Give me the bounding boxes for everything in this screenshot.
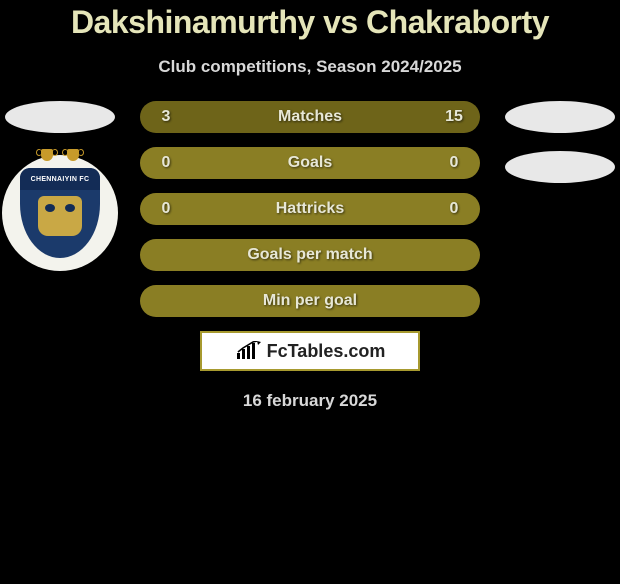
stat-label: Hattricks	[276, 200, 344, 218]
stat-row: .Min per goal.	[140, 285, 480, 317]
left-player-column: CHENNAIYIN FC	[0, 101, 120, 271]
stat-label: Matches	[278, 108, 342, 126]
stat-row: 0 Goals 0	[140, 147, 480, 179]
stats-area: CHENNAIYIN FC 3 Matches 15 0 Goals 0 0 Hattrick…	[0, 101, 620, 317]
stats-center-column: 3 Matches 15 0 Goals 0 0 Hattricks 0 .Goals per m…	[140, 101, 480, 317]
trophy-icon	[41, 149, 53, 161]
stat-label: Min per goal	[263, 292, 357, 310]
club-badge-chennaiyin: CHENNAIYIN FC	[2, 155, 118, 271]
stat-label: Goals per match	[247, 246, 372, 264]
stat-value-right: 0	[444, 200, 464, 218]
brand-chart-icon	[235, 341, 261, 361]
brand-text: FcTables.com	[267, 341, 386, 362]
club-name-text: CHENNAIYIN FC	[31, 176, 90, 183]
stat-value-right: 0	[444, 154, 464, 172]
stat-row: .Goals per match.	[140, 239, 480, 271]
trophy-icon	[67, 149, 79, 161]
stat-label: Goals	[288, 154, 332, 172]
stat-value-left: 3	[156, 108, 176, 126]
club-shield-banner: CHENNAIYIN FC	[20, 168, 100, 190]
club-shield-icon: CHENNAIYIN FC	[20, 168, 100, 258]
page-title: Dakshinamurthy vs Chakraborty	[0, 4, 620, 41]
trophies-icon	[2, 149, 118, 161]
player-photo-placeholder	[5, 101, 115, 133]
brand-box: FcTables.com	[200, 331, 420, 371]
club-mask-icon	[30, 192, 90, 246]
stat-value-left: 0	[156, 200, 176, 218]
competition-subtitle: Club competitions, Season 2024/2025	[0, 57, 620, 77]
stat-value-left: 0	[156, 154, 176, 172]
club-badge-placeholder	[505, 151, 615, 183]
date-text: 16 february 2025	[0, 391, 620, 411]
right-player-column	[500, 101, 620, 191]
stat-row: 0 Hattricks 0	[140, 193, 480, 225]
player-photo-placeholder	[505, 101, 615, 133]
stat-row: 3 Matches 15	[140, 101, 480, 133]
stat-value-right: 15	[444, 108, 464, 126]
